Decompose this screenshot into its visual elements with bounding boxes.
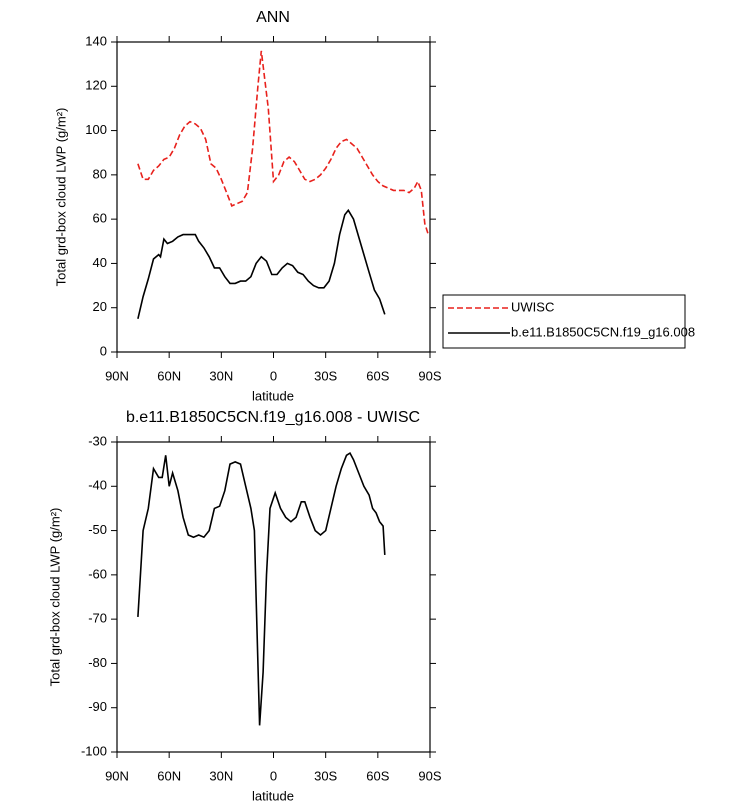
data-line: [137, 451, 386, 726]
data-line: [137, 50, 430, 235]
chart-title: b.e11.B1850C5CN.f19_g16.008 - UWISC: [126, 409, 420, 426]
x-tick-label: 90N: [105, 768, 129, 783]
x-tick-label: 60S: [366, 368, 389, 383]
y-tick-label: 40: [93, 255, 107, 270]
y-tick-label: -60: [88, 566, 107, 581]
chart-title: ANN: [256, 9, 290, 26]
legend-label: b.e11.B1850C5CN.f19_g16.008: [511, 324, 695, 339]
plot-frame: [116, 441, 431, 753]
y-tick-label: -50: [88, 522, 107, 537]
y-tick-label: 80: [93, 166, 107, 181]
y-tick-label: -30: [88, 433, 107, 448]
y-tick-label: 0: [100, 343, 107, 358]
x-tick-label: 30S: [314, 368, 337, 383]
y-tick-label: -90: [88, 699, 107, 714]
data-line: [137, 208, 386, 319]
x-tick-label: 60S: [366, 768, 389, 783]
y-tick-label: -40: [88, 478, 107, 493]
y-tick-label: -100: [81, 743, 107, 758]
y-tick-label: 60: [93, 211, 107, 226]
x-tick-label: 30N: [209, 768, 233, 783]
x-axis-label: latitude: [252, 788, 294, 803]
y-tick-label: -70: [88, 611, 107, 626]
legend-box: [442, 294, 686, 349]
legend-label: UWISC: [511, 299, 554, 314]
plot-frame: [116, 41, 431, 353]
y-tick-label: 140: [85, 33, 107, 48]
y-tick-label: 100: [85, 122, 107, 137]
x-tick-label: 60N: [157, 368, 181, 383]
x-tick-label: 90S: [418, 368, 441, 383]
x-tick-label: 60N: [157, 768, 181, 783]
y-tick-label: 20: [93, 299, 107, 314]
x-tick-label: 90S: [418, 768, 441, 783]
y-axis-label: Total grd-box cloud LWP (g/m²): [53, 108, 68, 287]
y-tick-label: 120: [85, 78, 107, 93]
x-axis-label: latitude: [252, 388, 294, 403]
y-tick-label: -80: [88, 655, 107, 670]
y-axis-label: Total grd-box cloud LWP (g/m²): [47, 508, 62, 687]
x-tick-label: 30N: [209, 368, 233, 383]
x-tick-label: 30S: [314, 768, 337, 783]
x-tick-label: 0: [270, 368, 277, 383]
x-tick-label: 90N: [105, 368, 129, 383]
x-tick-label: 0: [270, 768, 277, 783]
